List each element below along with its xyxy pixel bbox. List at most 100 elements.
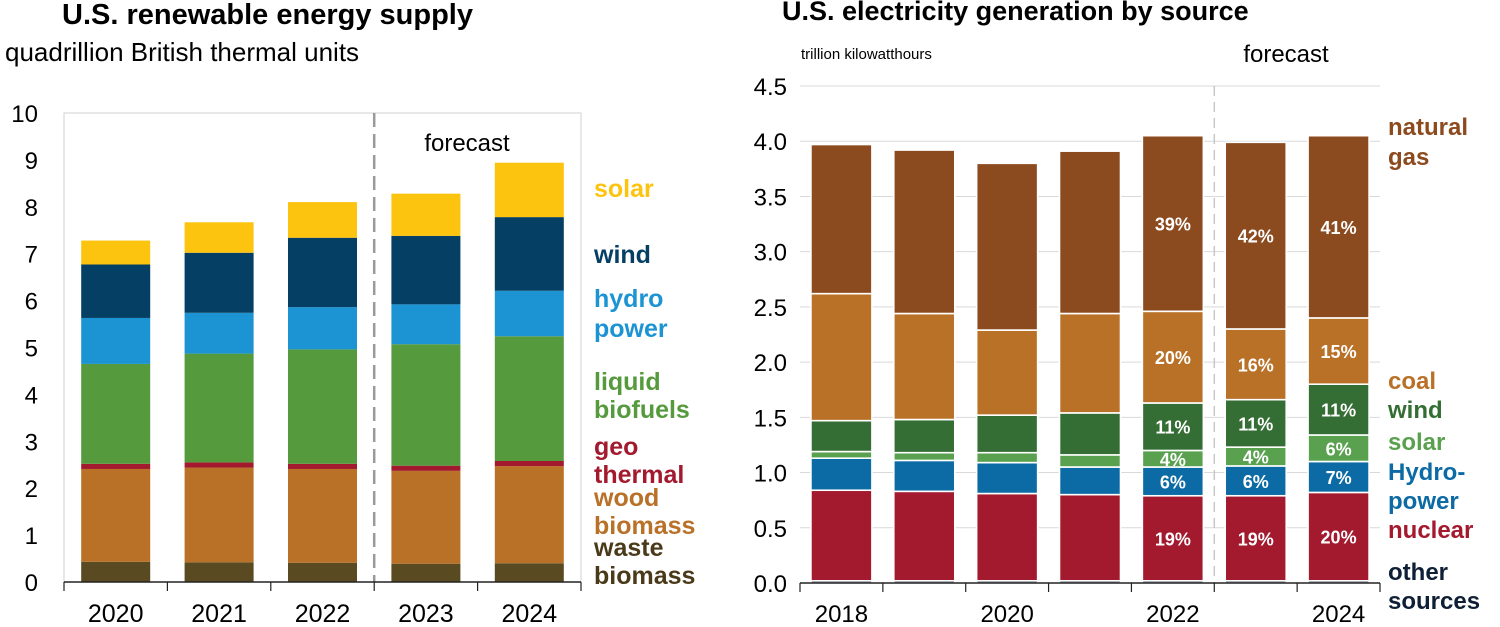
forecast-label: forecast [424,130,510,157]
bar-wind-2020 [81,264,151,318]
bar-geo-thermal-2020 [81,463,151,469]
bar-nuclear-2018 [810,489,873,582]
bar-waste-biomass-2022 [288,562,357,582]
bar-nuclear-2020 [975,492,1039,582]
data-label-hydro-power: 6% [1243,472,1269,492]
bar-waste-biomass-2020 [81,561,151,582]
legend-label-wood-biomass: biomass [594,512,695,540]
legend-label-solar: solar [1388,429,1445,456]
data-label-natural-gas: 41% [1321,218,1357,238]
bars [81,113,564,582]
legend-label-nuclear: nuclear [1388,517,1473,544]
renewable-supply-chart: U.S. renewable energy supply quadrillion… [5,0,695,627]
bar-liquid-biofuels-2022 [288,349,357,464]
x-tick-label: 2024 [1312,601,1365,627]
chart-title: U.S. electricity generation by source [782,0,1249,26]
bar-natural-gas-2021 [1058,150,1122,315]
y-tick-label: 4.5 [754,74,787,101]
data-label-coal: 15% [1321,342,1357,362]
legend-label-natural-gas: natural [1388,114,1468,141]
bar-hydro-power-2024 [494,290,564,337]
bar-solar-2021 [1058,454,1122,468]
bar-solar-2021 [184,222,254,253]
bar-liquid-biofuels-2023 [391,344,461,466]
legend: wastebiomasswoodbiomassgeothermalliquidb… [593,175,695,590]
y-tick-label: 2.0 [754,350,787,377]
bar-hydro-power-2023 [391,304,461,345]
y-tick-label: 6 [25,289,38,316]
data-label-hydro-power: 7% [1326,468,1352,488]
legend-label-geo-thermal: geo [594,433,638,461]
bar-wood-biomass-2022 [288,468,357,563]
bar-solar-2019 [892,451,956,462]
x-tick-label: 2022 [295,600,351,627]
y-axis-label: trillion kilowatthours [801,46,932,63]
legend-label-geo-thermal: thermal [594,461,684,489]
bar-wind-2022 [1141,402,1205,452]
y-tick-label: 5 [25,336,38,363]
data-label-wind: 11% [1238,414,1273,434]
data-label-coal: 16% [1238,355,1274,375]
bar-wind-2023 [1224,398,1288,448]
data-label-nuclear: 19% [1238,529,1274,549]
legend-label-other-sources: other [1388,559,1448,586]
legend-label-liquid-biofuels: liquid [594,368,661,396]
bar-wood-biomass-2020 [81,468,151,562]
chart-title: U.S. renewable energy supply [62,0,473,31]
bar-coal-2018 [810,292,873,422]
legend-label-wind: wind [1387,397,1443,424]
y-tick-label: 1 [25,523,38,550]
bar-solar-2020 [975,451,1039,464]
forecast-label: forecast [1243,41,1329,68]
bar-coal-2022 [1141,310,1205,404]
bar-wind-2020 [975,414,1039,454]
y-tick-label: 9 [25,148,38,175]
bar-hydro-power-2023 [1224,465,1288,497]
y-tick-label: 0.5 [754,516,787,543]
bar-natural-gas-2022 [1141,134,1205,313]
y-tick-label: 4.0 [754,129,787,156]
chart-subtitle: quadrillion British thermal units [5,37,359,67]
y-tick-label: 2 [25,476,38,503]
bar-wind-2022 [288,237,357,308]
bar-solar-2018 [810,450,873,459]
bar-coal-2019 [892,312,956,421]
bar-coal-2021 [1058,312,1122,414]
bar-nuclear-2022 [1141,494,1205,582]
legend-label-coal: coal [1388,368,1436,395]
x-tick-label: 2022 [1146,601,1199,627]
bar-natural-gas-2023 [1224,141,1288,330]
data-label-natural-gas: 39% [1155,215,1191,235]
bar-hydro-power-2022 [288,307,357,350]
y-tick-label: 3 [25,429,38,456]
data-label-solar: 4% [1160,450,1186,470]
bar-solar-2023 [391,193,461,236]
y-tick-label: 3.5 [754,184,787,211]
bar-wood-biomass-2021 [184,467,254,563]
y-tick-label: 0.0 [754,571,787,598]
bar-natural-gas-2020 [975,162,1039,331]
legend-label-natural-gas: gas [1388,144,1429,171]
legend-label-waste-biomass: biomass [594,562,695,590]
bar-hydro-power-2020 [81,317,151,364]
data-label-wind: 11% [1155,418,1190,438]
bar-wood-biomass-2023 [391,470,461,564]
bar-nuclear-2024 [1307,491,1370,582]
bar-nuclear-2019 [892,490,956,582]
legend-label-wood-biomass: wood [593,484,659,512]
legend-label-hydro-power: Hydro- [1388,459,1465,486]
bar-solar-2022 [288,202,357,238]
y-axis: 0.0 0.5 1.0 1.5 2.0 2.5 3.0 3.5 4.0 4.5 [754,74,787,598]
legend-label-hydro-power: hydro [594,285,663,313]
bar-wood-biomass-2024 [494,466,564,564]
bar-hydro-power-2022 [1141,466,1205,497]
bar-natural-gas-2018 [810,143,873,295]
legend-label-other-sources: sources [1388,588,1480,615]
legend-label-wind: wind [593,241,651,269]
y-tick-label: 1.5 [754,405,787,432]
x-tick-label: 2018 [815,601,868,627]
bar-hydro-power-2024 [1307,460,1370,494]
bar-hydro-power-2020 [975,461,1039,495]
bar-geo-thermal-2023 [391,465,461,471]
